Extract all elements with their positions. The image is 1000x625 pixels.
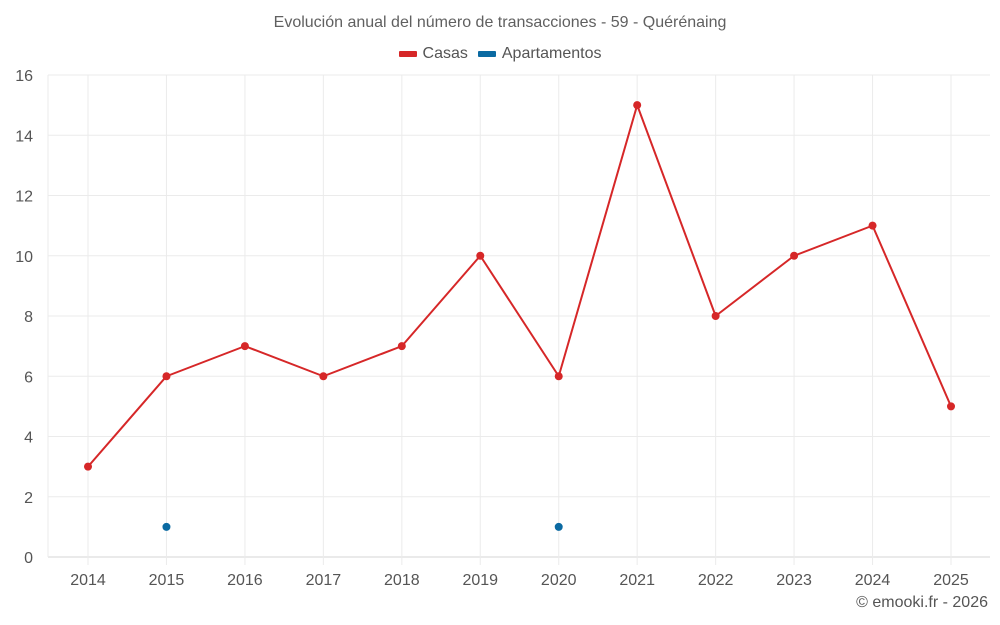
x-tick-label: 2018 bbox=[384, 572, 420, 589]
legend-item-casas[interactable]: Casas bbox=[398, 45, 468, 63]
x-tick-label: 2020 bbox=[541, 572, 577, 589]
data-point[interactable] bbox=[633, 101, 642, 110]
x-tick-label: 2015 bbox=[149, 572, 185, 589]
data-point[interactable] bbox=[240, 342, 249, 351]
legend-label-casas: Casas bbox=[422, 45, 468, 62]
data-point[interactable] bbox=[162, 372, 171, 381]
data-point[interactable] bbox=[790, 251, 799, 260]
x-tick-label: 2021 bbox=[619, 572, 655, 589]
y-tick-label: 16 bbox=[15, 68, 33, 85]
x-tick-label: 2014 bbox=[70, 572, 106, 589]
x-tick-label: 2019 bbox=[462, 572, 498, 589]
y-tick-label: 8 bbox=[24, 309, 33, 326]
y-tick-label: 6 bbox=[24, 369, 33, 386]
data-point[interactable] bbox=[554, 372, 563, 381]
legend-item-apartamentos[interactable]: Apartamentos bbox=[477, 45, 602, 63]
data-point[interactable] bbox=[554, 522, 563, 531]
data-point[interactable] bbox=[868, 221, 877, 230]
data-point[interactable] bbox=[397, 342, 406, 351]
x-tick-label: 2024 bbox=[855, 572, 891, 589]
gridlines bbox=[47, 74, 990, 565]
copyright-footer: © emooki.fr - 2026 bbox=[856, 594, 988, 611]
series-casas bbox=[84, 101, 955, 471]
legend-label-apartamentos: Apartamentos bbox=[501, 45, 602, 62]
data-point[interactable] bbox=[319, 372, 328, 381]
x-tick-label: 2017 bbox=[306, 572, 342, 589]
y-tick-label: 0 bbox=[24, 550, 33, 567]
y-tick-label: 14 bbox=[15, 128, 33, 145]
y-tick-label: 12 bbox=[15, 189, 33, 206]
x-tick-label: 2016 bbox=[227, 572, 263, 589]
data-point[interactable] bbox=[162, 522, 171, 531]
data-point[interactable] bbox=[711, 312, 720, 320]
legend-swatch-apartamentos bbox=[477, 51, 496, 57]
data-point[interactable] bbox=[84, 462, 92, 471]
y-tick-label: 4 bbox=[24, 430, 33, 447]
series-apartamentos bbox=[162, 522, 563, 531]
x-tick-label: 2025 bbox=[933, 572, 969, 589]
chart-title: Evolución anual del número de transaccio… bbox=[273, 14, 727, 31]
y-tick-label: 10 bbox=[15, 249, 33, 266]
x-tick-label: 2023 bbox=[776, 572, 812, 589]
legend: Casas Apartamentos bbox=[0, 45, 1000, 63]
legend-swatch-casas bbox=[398, 51, 417, 57]
data-point[interactable] bbox=[947, 402, 955, 411]
data-point[interactable] bbox=[476, 251, 485, 260]
x-tick-label: 2022 bbox=[698, 572, 734, 589]
y-tick-label: 2 bbox=[24, 490, 33, 507]
